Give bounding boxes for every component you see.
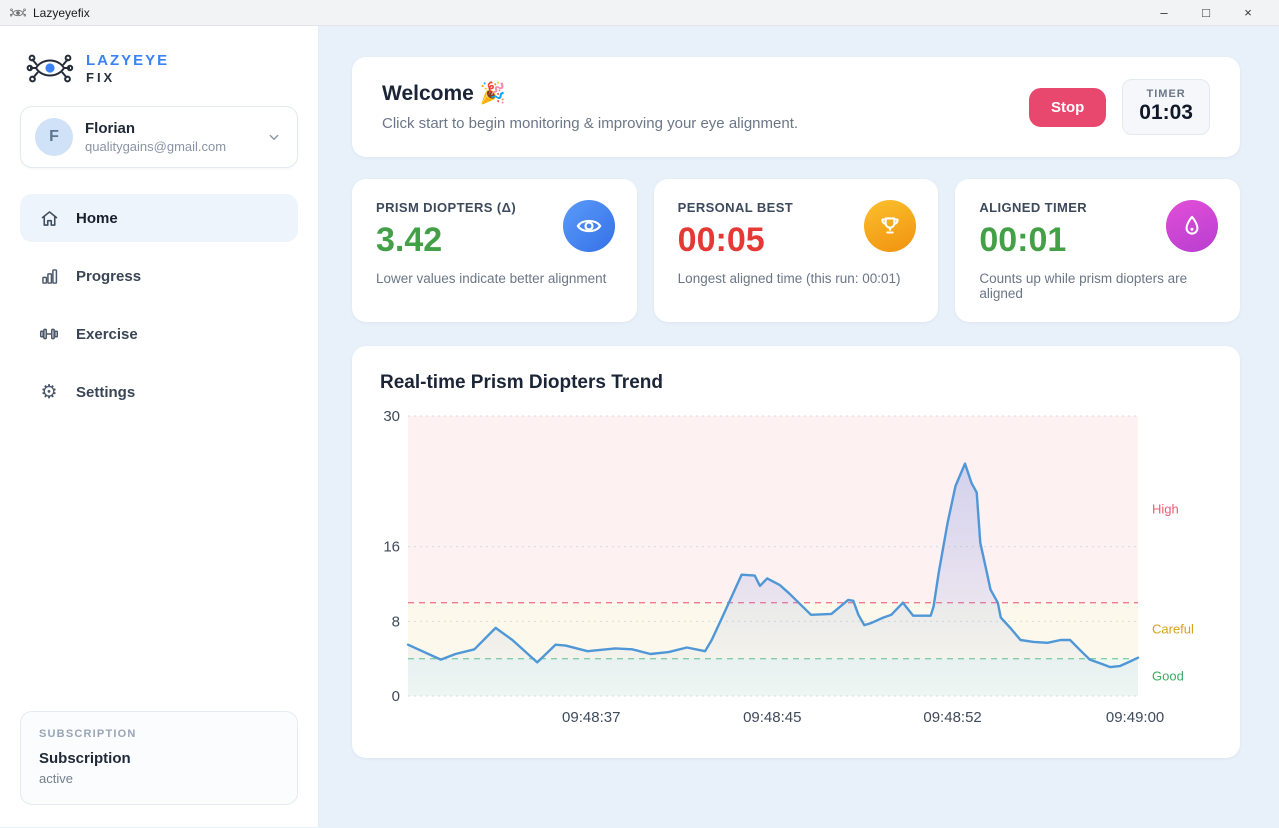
svg-text:Good: Good [1152, 668, 1184, 683]
party-popper-emoji: 🎉 [480, 82, 506, 105]
welcome-title-text: Welcome [382, 82, 474, 105]
svg-text:0: 0 [392, 688, 400, 705]
sidebar-item-label: Home [76, 210, 118, 227]
svg-text:09:49:00: 09:49:00 [1106, 709, 1164, 726]
eye-icon [563, 200, 615, 252]
close-icon[interactable]: × [1227, 0, 1269, 25]
stat-card-aligned-timer: ALIGNED TIMER 00:01 Counts up while pris… [955, 179, 1240, 322]
stat-desc: Counts up while prism diopters are align… [979, 271, 1216, 301]
subscription-status: active [39, 771, 279, 786]
stat-card-prism-diopters: PRISM DIOPTERS (Δ) 3.42 Lower values ind… [352, 179, 637, 322]
sidebar-item-settings[interactable]: ⚙ Settings [20, 368, 298, 416]
gear-icon: ⚙ [38, 381, 60, 403]
logo-line2: FIX [86, 70, 169, 85]
stats-row: PRISM DIOPTERS (Δ) 3.42 Lower values ind… [352, 179, 1240, 322]
sidebar-item-label: Exercise [76, 326, 138, 343]
subscription-heading: SUBSCRIPTION [39, 728, 279, 740]
svg-text:Careful: Careful [1152, 622, 1194, 637]
welcome-card: Welcome 🎉 Click start to begin monitorin… [352, 57, 1240, 157]
sidebar-item-progress[interactable]: Progress [20, 252, 298, 300]
flame-icon [1166, 200, 1218, 252]
subscription-panel: SUBSCRIPTION Subscription active [20, 711, 298, 805]
user-meta: Florian qualitygains@gmail.com [85, 120, 253, 154]
timer-value: 01:03 [1139, 101, 1193, 125]
timer-box: TIMER 01:03 [1122, 79, 1210, 135]
user-name: Florian [85, 120, 253, 137]
trophy-icon [864, 200, 916, 252]
svg-text:09:48:37: 09:48:37 [562, 709, 620, 726]
user-email: qualitygains@gmail.com [85, 139, 253, 154]
svg-text:30: 30 [383, 408, 400, 425]
stat-desc: Longest aligned time (this run: 00:01) [678, 271, 915, 286]
dumbbell-icon [38, 323, 60, 345]
sidebar-item-label: Progress [76, 268, 141, 285]
window-title: Lazyeyefix [33, 6, 90, 20]
avatar: F [35, 118, 73, 156]
sidebar-item-home[interactable]: Home [20, 194, 298, 242]
minimize-icon[interactable]: – [1143, 0, 1185, 25]
logo: LAZYEYE FIX [20, 44, 298, 88]
user-menu[interactable]: F Florian qualitygains@gmail.com [20, 106, 298, 168]
logo-line1: LAZYEYE [86, 52, 169, 69]
sidebar: LAZYEYE FIX F Florian qualitygains@gmail… [0, 26, 319, 827]
svg-text:16: 16 [383, 539, 400, 556]
subscription-title: Subscription [39, 750, 279, 767]
trend-chart-card: Real-time Prism Diopters Trend 0 8 16 30 09:… [352, 346, 1240, 758]
main-content: Welcome 🎉 Click start to begin monitorin… [319, 26, 1279, 827]
svg-text:High: High [1152, 501, 1179, 516]
maximize-icon[interactable]: □ [1185, 0, 1227, 25]
chart-title: Real-time Prism Diopters Trend [376, 372, 1212, 394]
welcome-text: Welcome 🎉 Click start to begin monitorin… [382, 82, 798, 132]
window-titlebar: Lazyeyefix – □ × [0, 0, 1279, 26]
stop-button[interactable]: Stop [1029, 88, 1106, 127]
stat-card-personal-best: PERSONAL BEST 00:05 Longest aligned time… [654, 179, 939, 322]
sidebar-item-exercise[interactable]: Exercise [20, 310, 298, 358]
sidebar-nav: Home Progress [20, 194, 298, 416]
welcome-subtitle: Click start to begin monitoring & improv… [382, 115, 798, 132]
svg-text:09:48:52: 09:48:52 [923, 709, 981, 726]
sidebar-item-label: Settings [76, 384, 135, 401]
svg-text:8: 8 [392, 613, 400, 630]
chevron-down-icon[interactable] [265, 128, 283, 146]
welcome-title: Welcome 🎉 [382, 82, 798, 106]
home-icon [38, 207, 60, 229]
logo-text: LAZYEYE FIX [86, 52, 169, 85]
timer-label: TIMER [1139, 88, 1193, 100]
eye-network-logo-icon [24, 50, 76, 86]
app-icon [10, 6, 26, 20]
prism-diopters-trend-chart: 0 8 16 30 09:48:37 09:48:45 09:48:52 09:49:00 Hi… [376, 408, 1216, 742]
svg-text:09:48:45: 09:48:45 [743, 709, 801, 726]
stat-desc: Lower values indicate better alignment [376, 271, 613, 286]
welcome-actions: Stop TIMER 01:03 [1029, 79, 1210, 135]
bar-chart-icon [38, 265, 60, 287]
